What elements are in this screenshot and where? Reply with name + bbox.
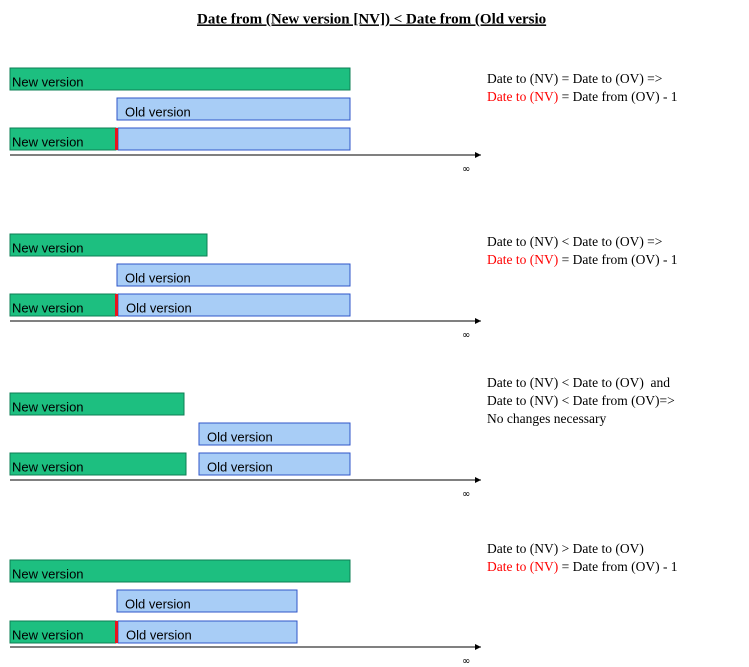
title: Date from (New version [NV]) < Date from…: [197, 11, 546, 27]
change-marker: [115, 128, 118, 150]
new-version-bar: [9, 559, 351, 583]
bar-label: New version: [12, 459, 84, 474]
bar-label: New version: [12, 74, 84, 89]
old-version-bar: [198, 452, 351, 476]
note-part: Date to (NV): [487, 559, 558, 574]
note: Date to (NV) = Date from (OV) - 1: [487, 89, 678, 104]
note: No changes necessary: [487, 411, 606, 426]
old-version-bar: [117, 127, 351, 151]
new-version-bar: [9, 233, 208, 257]
note-part: Date to (NV) > Date to (OV): [487, 541, 644, 556]
note-part: Date to (NV) < Date to (OV) =>: [487, 234, 662, 249]
change-marker: [115, 621, 118, 643]
note: Date to (NV) = Date to (OV) =>: [487, 71, 662, 86]
old-version-bar: [116, 589, 298, 613]
infinity-label: ∞: [462, 164, 470, 175]
new-version-bar: [9, 452, 187, 476]
bar-label: Old version: [125, 596, 191, 611]
old-version-bar: [116, 263, 351, 287]
note-part: Date to (NV): [487, 252, 558, 267]
bar-label: New version: [12, 627, 84, 642]
old-version-bar: [116, 97, 351, 121]
bar-label: New version: [12, 566, 84, 581]
note: Date to (NV) = Date from (OV) - 1: [487, 252, 678, 267]
old-version-bar: [198, 422, 351, 446]
change-marker: [115, 294, 118, 316]
bar-label: New version: [12, 134, 84, 149]
bar-label: Old version: [207, 459, 273, 474]
infinity-label: ∞: [462, 656, 470, 667]
note-part: Date to (NV) = Date to (OV) =>: [487, 71, 662, 86]
new-version-bar: [9, 67, 351, 91]
note-part: Date to (NV) < Date from (OV)=>: [487, 393, 675, 408]
infinity-label: ∞: [462, 489, 470, 500]
bar-label: New version: [12, 399, 84, 414]
bar-label: Old version: [126, 300, 192, 315]
infinity-label: ∞: [462, 330, 470, 341]
bar-label: Old version: [125, 270, 191, 285]
note-part: = Date from (OV) - 1: [558, 559, 677, 574]
note-part: Date to (NV) < Date to (OV) and: [487, 375, 670, 390]
note-part: No changes necessary: [487, 411, 606, 426]
note: Date to (NV) < Date from (OV)=>: [487, 393, 675, 408]
note: Date to (NV) > Date to (OV): [487, 541, 644, 556]
note: Date to (NV) < Date to (OV) =>: [487, 234, 662, 249]
note-part: Date to (NV): [487, 89, 558, 104]
note: Date to (NV) = Date from (OV) - 1: [487, 559, 678, 574]
note: Date to (NV) < Date to (OV) and: [487, 375, 670, 390]
bar-label: Old version: [126, 627, 192, 642]
bar-label: Old version: [207, 429, 273, 444]
bar-label: Old version: [125, 104, 191, 119]
note-part: = Date from (OV) - 1: [558, 89, 677, 104]
bar-label: New version: [12, 240, 84, 255]
new-version-bar: [9, 392, 185, 416]
bar-label: New version: [12, 300, 84, 315]
note-part: = Date from (OV) - 1: [558, 252, 677, 267]
